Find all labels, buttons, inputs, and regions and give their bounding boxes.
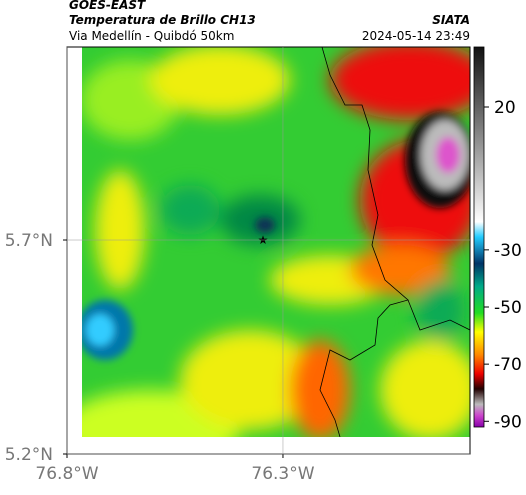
org: SIATA xyxy=(432,13,470,27)
source: GOES-EAST xyxy=(69,0,146,12)
colorbar-label: 20 xyxy=(494,98,516,118)
colorbar-label: -50 xyxy=(494,298,522,318)
x-tick-label: 76.8°W xyxy=(35,464,98,484)
y-tick-label: 5.2°N xyxy=(5,445,53,465)
colorbar-label: -90 xyxy=(494,412,522,432)
colorbar-label: -70 xyxy=(494,355,522,375)
colorbar xyxy=(473,46,485,428)
brightness-temperature-image xyxy=(82,47,470,437)
subtitle: Via Medellín - Quibdó 50km xyxy=(69,29,234,43)
timestamp: 2024-05-14 23:49 xyxy=(362,29,470,43)
title: Temperatura de Brillo CH13 xyxy=(69,13,256,27)
colorbar-label: -30 xyxy=(494,241,522,261)
y-tick-label: 5.7°N xyxy=(5,231,53,251)
x-tick-label: 76.3°W xyxy=(251,464,314,484)
